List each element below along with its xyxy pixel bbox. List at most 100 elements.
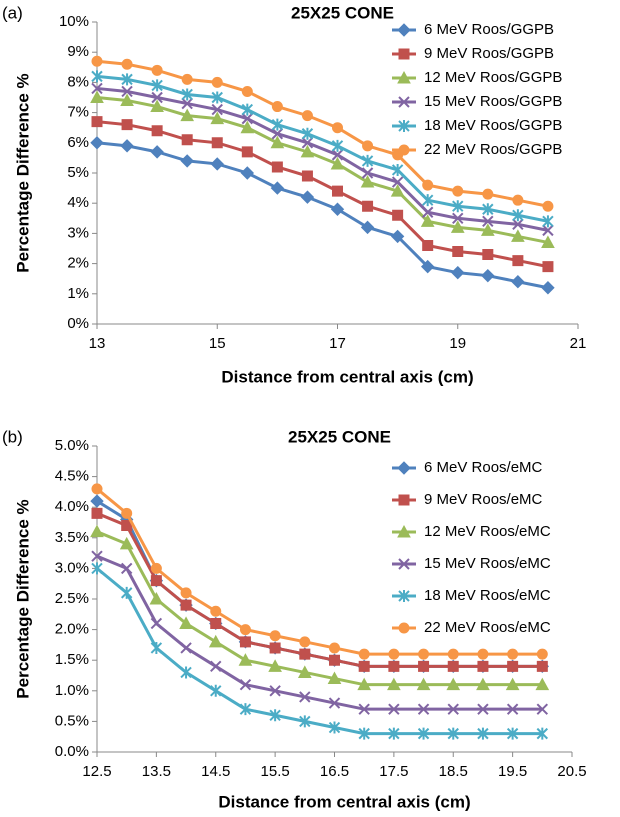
marker <box>507 660 519 672</box>
marker <box>421 194 434 207</box>
x-tick-label: 17.5 <box>379 763 408 780</box>
marker <box>358 648 370 660</box>
marker <box>91 507 103 519</box>
marker <box>398 48 410 60</box>
y-tick-label: 1% <box>67 285 89 302</box>
marker <box>451 265 465 280</box>
marker <box>328 642 341 654</box>
y-tick-label: 3.5% <box>55 529 89 546</box>
marker <box>299 691 311 703</box>
legend-label: 6 MeV Roos/GGPB <box>424 21 554 38</box>
marker <box>450 220 465 233</box>
marker <box>422 239 434 251</box>
marker <box>121 507 133 519</box>
line <box>96 141 549 290</box>
marker <box>398 558 410 570</box>
marker <box>482 188 494 200</box>
chart-title: 25X25 CONE <box>291 3 394 22</box>
marker <box>180 108 195 122</box>
line <box>96 74 549 223</box>
legend-label: 18 MeV Roos/GGPB <box>424 117 562 134</box>
marker <box>398 622 410 634</box>
marker <box>390 229 405 244</box>
marker <box>241 112 254 125</box>
marker <box>239 624 251 636</box>
marker <box>507 648 519 660</box>
y-tick-label: 2% <box>67 255 89 272</box>
marker <box>512 194 524 206</box>
marker <box>269 709 281 722</box>
marker <box>121 520 133 532</box>
marker <box>542 200 554 212</box>
marker <box>511 229 525 242</box>
line <box>96 120 549 269</box>
marker <box>482 249 494 261</box>
marker <box>150 562 162 574</box>
marker <box>328 721 341 734</box>
y-axis-label: Percentage Difference % <box>13 73 32 272</box>
marker <box>477 727 489 740</box>
marker <box>536 648 548 660</box>
marker <box>271 118 284 131</box>
y-tick-label: 1.0% <box>55 682 89 699</box>
y-tick-label: 0.0% <box>55 743 89 760</box>
marker <box>91 55 103 67</box>
line <box>96 567 543 736</box>
marker <box>447 727 459 740</box>
marker <box>397 524 411 538</box>
y-tick-label: 2.0% <box>55 621 89 638</box>
marker <box>151 64 163 76</box>
marker <box>180 666 192 679</box>
marker <box>416 677 431 691</box>
marker <box>541 281 555 295</box>
marker <box>542 215 554 228</box>
marker <box>211 91 223 104</box>
x-tick-label: 12.5 <box>82 763 111 780</box>
marker <box>512 218 524 231</box>
y-tick-label: 4.0% <box>55 498 89 515</box>
marker <box>90 90 104 103</box>
marker <box>477 703 489 715</box>
x-tick-label: 15 <box>209 335 226 352</box>
marker <box>151 79 163 92</box>
marker <box>388 703 400 715</box>
marker <box>271 161 283 173</box>
series <box>91 55 554 212</box>
marker <box>180 642 192 654</box>
marker <box>362 140 374 152</box>
series <box>90 524 550 691</box>
marker <box>91 70 103 83</box>
marker <box>211 76 223 88</box>
marker <box>398 120 410 132</box>
series <box>91 116 554 273</box>
legend-label: 22 MeV Roos/GGPB <box>424 141 562 158</box>
marker <box>397 461 411 475</box>
marker <box>180 587 192 599</box>
marker <box>121 119 133 131</box>
marker <box>239 678 252 691</box>
marker <box>210 617 222 629</box>
marker <box>387 677 401 691</box>
marker <box>120 139 134 153</box>
marker <box>211 103 223 116</box>
y-tick-label: 9% <box>67 43 89 60</box>
marker <box>181 73 193 85</box>
marker <box>358 660 370 672</box>
series <box>91 70 554 228</box>
marker <box>506 703 519 715</box>
marker <box>91 82 103 95</box>
marker <box>476 677 490 691</box>
x-axis-label: Distance from central axis (cm) <box>221 367 473 386</box>
marker <box>300 144 315 158</box>
y-tick-label: 6% <box>67 134 89 151</box>
marker <box>477 648 489 660</box>
y-tick-label: 2.5% <box>55 590 89 607</box>
series <box>91 483 548 660</box>
marker <box>390 184 405 197</box>
marker <box>300 190 315 204</box>
marker <box>90 494 104 508</box>
y-tick-label: 3.0% <box>55 559 89 576</box>
marker <box>421 206 434 218</box>
marker <box>210 684 222 697</box>
legend-label: 12 MeV Roos/eMC <box>424 523 551 540</box>
